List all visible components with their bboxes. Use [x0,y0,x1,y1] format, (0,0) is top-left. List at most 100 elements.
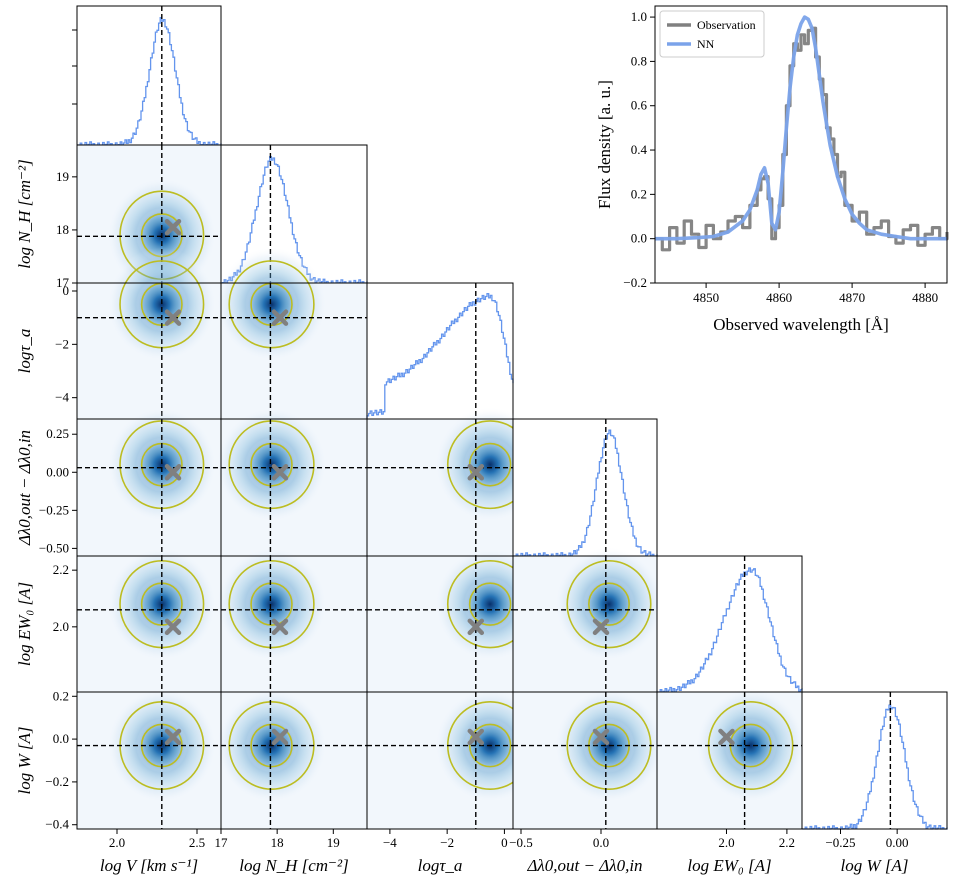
density-core [463,437,517,492]
estimate-marker [164,464,182,481]
spectrum-y-tick-label: 0.0 [631,231,647,246]
x-tick-label: 0 [501,835,508,850]
y-tick-label: 17 [56,275,70,290]
spectrum-x-label: Observed wavelength [Å] [713,315,889,334]
hist-line [77,17,222,146]
estimate-marker [467,728,485,746]
estimate-marker [164,309,182,326]
x-tick-label: 2.5 [189,835,205,850]
y-tick-label: −0.50 [39,540,69,555]
series-observation [655,26,949,252]
panel-0-3 [76,407,222,557]
panel-4-4 [656,555,803,693]
spectrum-frame [654,5,948,284]
contour-outer [228,420,315,510]
y-tick-label: 2.0 [53,619,69,634]
y-tick-label: 0.00 [46,464,69,479]
y-tick-label: 0.0 [53,731,69,746]
y-tick-label: 18 [56,222,69,237]
estimate-marker [592,728,610,746]
contour-outer [566,559,652,649]
y-axis-label: logτ_a [15,329,34,374]
spectrum-x-tick-label: 4880 [912,290,938,305]
estimate-marker [164,219,182,236]
y-axis-label: log W [A] [15,727,34,795]
x-axis-label: logτ_a [418,856,463,875]
panel-2-2 [366,282,514,420]
panel-1-4 [216,547,368,693]
spectrum-y-tick-label: 0.8 [631,53,647,68]
estimate-marker [718,728,735,746]
contour-outer [228,260,315,349]
panel-0-4 [76,547,222,693]
density-core [135,437,188,492]
y-tick-label: −2 [55,336,69,351]
x-axis-label: log V [km s⁻¹] [100,856,198,875]
x-tick-label: −0.5 [509,835,533,850]
y-tick-label: 0.2 [53,688,69,703]
panel-4-5 [656,688,806,830]
x-tick-label: 17 [215,835,229,850]
estimate-marker [164,728,182,746]
y-tick-label: 0.25 [46,426,69,441]
x-tick-label: 2.0 [109,835,125,850]
x-axis-label: log N_H [cm⁻²] [239,856,348,875]
panel-1-5 [216,688,368,830]
spectrum-y-tick-label: −0.2 [623,275,647,290]
spectrum-y-tick-label: 1.0 [631,9,647,24]
estimate-marker [164,618,182,636]
legend-label: NN [697,37,715,51]
hist-bg [802,692,947,829]
x-axis-label: log W [A] [841,856,909,875]
estimate-marker [271,618,289,636]
spectrum-y-tick-label: 0.4 [631,142,648,157]
panel-1-3 [216,407,368,557]
contour-inner [250,723,293,768]
contour-inner [250,582,293,626]
density-core [583,577,635,632]
legend-label: Observation [697,18,756,32]
y-tick-label: 2.2 [53,562,69,577]
x-axis-label: log EW₀ [A] [687,856,771,875]
spectrum-panel: 4850 4860 4870 4880 −0.2 0.0 0.2 0.4 0.6 0.8 1.0 Ob… [595,5,949,334]
panel-3-3 [512,418,658,557]
panel-frame [801,691,948,830]
hist-bg [367,283,513,419]
hist-line [802,704,948,830]
hist-line [513,429,658,557]
panel-0-0 [76,5,222,146]
panel-1-2 [216,247,368,420]
hist-line [657,567,803,693]
y-tick-label: −0.25 [39,502,69,517]
panel-3-4 [512,547,664,693]
x-tick-label: −4 [383,835,397,850]
series-nn [655,15,947,241]
x-tick-label: 19 [327,835,340,850]
estimate-marker [271,309,289,326]
y-axis-label: Δλ0,out − Δλ0,in [15,430,34,546]
y-tick-label: 19 [56,169,69,184]
contour-inner [250,442,293,487]
spectrum-x-tick-label: 4850 [693,290,719,305]
contour-inner [468,582,512,626]
panel-5-5 [801,691,948,830]
estimate-marker [271,728,289,746]
estimate-marker [467,618,485,636]
y-tick-label: 0 [63,283,70,298]
spectrum-legend: Observation NN [659,10,765,58]
estimate-marker [271,464,289,481]
y-tick-label: −0.4 [45,817,69,832]
panel-0-5 [76,688,222,830]
spectrum-y-tick-label: 0.6 [631,98,648,113]
contour-inner [588,582,630,626]
spectrum-y-label: Flux density [a. u.] [595,80,614,209]
y-tick-label: −0.2 [45,774,69,789]
x-axis-label: Δλ0,out − Δλ0,in [526,856,642,875]
y-axis-label: log EW₀ [A] [15,582,34,666]
x-tick-label: 2.0 [718,835,734,850]
spectrum-x-tick-label: 4860 [766,290,792,305]
density-core [245,277,298,332]
y-axis-label: log N_H [cm⁻²] [15,159,34,268]
x-tick-label: −2 [440,835,454,850]
